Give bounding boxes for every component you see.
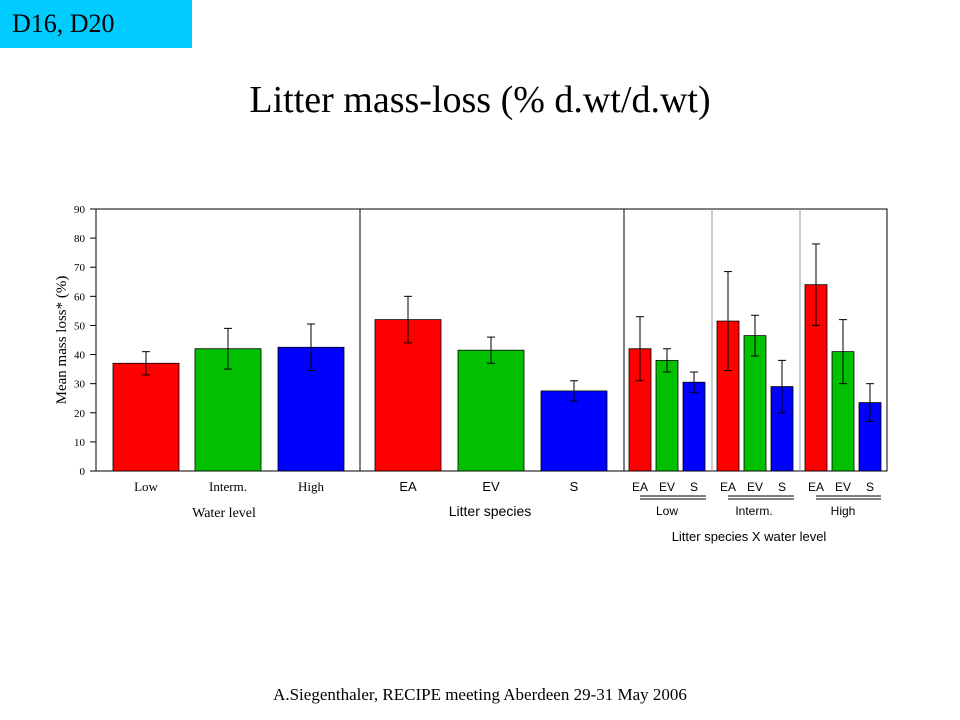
x-tick-label: S bbox=[866, 480, 874, 494]
interaction-label: Litter species X water level bbox=[672, 529, 827, 544]
y-tick-label: 10 bbox=[74, 437, 86, 449]
group-label: Low bbox=[656, 504, 678, 518]
slide-title: Litter mass-loss (% d.wt/d.wt) bbox=[249, 79, 711, 121]
bar bbox=[112, 362, 180, 472]
y-tick-label: 90 bbox=[74, 204, 86, 216]
y-tick-label: 20 bbox=[74, 408, 86, 420]
x-tick-label: S bbox=[690, 480, 698, 494]
bar bbox=[374, 319, 442, 472]
slide-tag: D16, D20 bbox=[0, 0, 192, 48]
x-tick-label: EV bbox=[482, 479, 500, 494]
x-tick-label: Interm. bbox=[209, 479, 247, 494]
x-tick-label: EV bbox=[835, 480, 851, 494]
y-tick-label: 60 bbox=[74, 291, 86, 303]
x-tick-label: EV bbox=[659, 480, 675, 494]
x-tick-label: EA bbox=[720, 480, 736, 494]
y-tick-label: 70 bbox=[74, 262, 86, 274]
bar bbox=[277, 346, 345, 472]
x-tick-label: High bbox=[298, 479, 325, 494]
x-tick-label: S bbox=[778, 480, 786, 494]
y-tick-label: 30 bbox=[74, 379, 86, 391]
group-label: Interm. bbox=[735, 504, 772, 518]
slide-footer: A.Siegenthaler, RECIPE meeting Aberdeen … bbox=[273, 685, 687, 704]
x-tick-label: S bbox=[570, 479, 579, 494]
x-tick-label: EA bbox=[808, 480, 824, 494]
group-label: High bbox=[831, 504, 856, 518]
x-tick-label: EA bbox=[399, 479, 417, 494]
x-tick-label: EV bbox=[747, 480, 763, 494]
x-tick-label: EA bbox=[632, 480, 648, 494]
y-axis-label: Mean mass loss* (%) bbox=[54, 276, 70, 405]
bar bbox=[655, 359, 679, 472]
y-tick-label: 0 bbox=[80, 466, 86, 478]
bar bbox=[682, 381, 706, 472]
y-tick-label: 40 bbox=[74, 350, 86, 362]
y-tick-label: 50 bbox=[74, 320, 86, 332]
bar bbox=[540, 390, 608, 472]
group-label: Litter species bbox=[449, 503, 531, 519]
bar bbox=[457, 349, 525, 472]
x-tick-label: Low bbox=[134, 479, 158, 494]
y-tick-label: 80 bbox=[74, 233, 86, 245]
group-label: Water level bbox=[192, 506, 256, 521]
